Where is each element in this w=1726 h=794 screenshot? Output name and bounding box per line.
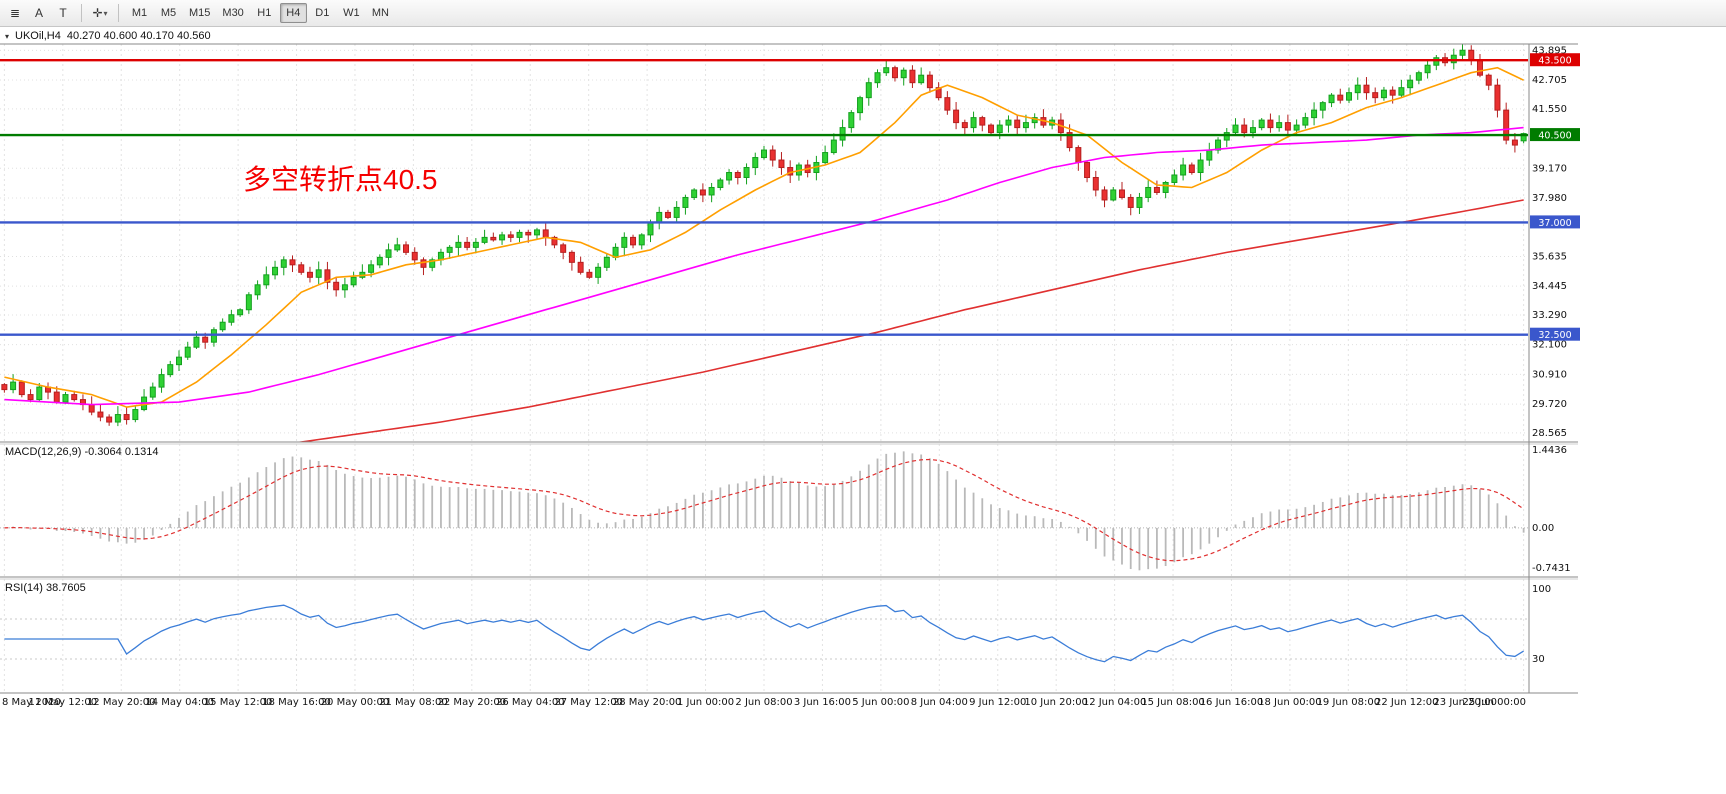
svg-text:28 May 20:00: 28 May 20:00: [613, 697, 682, 708]
svg-text:15 May 12:00: 15 May 12:00: [204, 697, 273, 708]
timeframe-m15[interactable]: M15: [184, 3, 215, 23]
svg-text:12 Jun 04:00: 12 Jun 04:00: [1083, 697, 1147, 708]
svg-text:30: 30: [1532, 654, 1545, 665]
toolbar-separator: [118, 4, 119, 22]
svg-text:3 Jun 16:00: 3 Jun 16:00: [794, 697, 851, 708]
svg-text:43.500: 43.500: [1538, 56, 1571, 67]
chart-window-icon[interactable]: ≣: [4, 3, 26, 24]
svg-text:18 May 16:00: 18 May 16:00: [262, 697, 331, 708]
svg-text:8 May 2020: 8 May 2020: [2, 697, 61, 708]
timeframe-m30[interactable]: M30: [217, 3, 248, 23]
svg-text:12 May 20:00: 12 May 20:00: [87, 697, 156, 708]
svg-text:22 Jun 12:00: 22 Jun 12:00: [1375, 697, 1439, 708]
turning-point-annotation[interactable]: 多空转折点40.5: [243, 164, 438, 195]
svg-text:27 May 12:00: 27 May 12:00: [554, 697, 623, 708]
svg-text:37.980: 37.980: [1532, 193, 1567, 204]
timeframe-m1[interactable]: M1: [126, 3, 153, 23]
macd-label: MACD(12,26,9) -0.3064 0.1314: [5, 446, 159, 458]
svg-text:15 Jun 08:00: 15 Jun 08:00: [1141, 697, 1205, 708]
timeframe-mn[interactable]: MN: [367, 3, 394, 23]
svg-text:8 Jun 04:00: 8 Jun 04:00: [911, 697, 968, 708]
svg-text:32.100: 32.100: [1532, 340, 1567, 351]
toolbar: ≣ A T ✛ ▾ M1 M5 M15 M30 H1 H4 D1 W1 MN: [0, 0, 1726, 27]
toolbar-separator: [81, 4, 82, 22]
timeframe-h1[interactable]: H1: [251, 3, 278, 23]
svg-text:33.290: 33.290: [1532, 310, 1567, 321]
quote-line: ▾ UKOil,H4 40.270 40.600 40.170 40.560: [5, 30, 211, 42]
svg-text:29.720: 29.720: [1532, 399, 1567, 410]
quote-symbol: UKOil,H4: [15, 30, 61, 42]
quote-ohlc: 40.270 40.600 40.170 40.560: [66, 30, 211, 42]
svg-text:11 May 12:00: 11 May 12:00: [29, 697, 98, 708]
svg-text:30.910: 30.910: [1532, 369, 1567, 380]
svg-text:20 May 00:00: 20 May 00:00: [321, 697, 390, 708]
timeframe-w1[interactable]: W1: [338, 3, 365, 23]
svg-text:26 May 04:00: 26 May 04:00: [496, 697, 565, 708]
timeframe-m5[interactable]: M5: [155, 3, 182, 23]
svg-text:1.4436: 1.4436: [1532, 445, 1567, 456]
svg-text:14 May 04:00: 14 May 04:00: [145, 697, 214, 708]
svg-text:16 Jun 16:00: 16 Jun 16:00: [1200, 697, 1264, 708]
svg-text:0.00: 0.00: [1532, 523, 1554, 534]
svg-text:2 Jun 08:00: 2 Jun 08:00: [735, 697, 792, 708]
svg-text:25 Jun 00:00: 25 Jun 00:00: [1462, 697, 1526, 708]
svg-text:18 Jun 00:00: 18 Jun 00:00: [1258, 697, 1322, 708]
svg-text:42.705: 42.705: [1532, 75, 1567, 86]
svg-text:40.500: 40.500: [1538, 131, 1571, 142]
svg-text:28.565: 28.565: [1532, 428, 1567, 439]
timeframe-h4[interactable]: H4: [279, 3, 307, 23]
svg-text:-0.7431: -0.7431: [1532, 563, 1571, 574]
rsi-label: RSI(14) 38.7605: [5, 582, 86, 594]
svg-text:19 Jun 08:00: 19 Jun 08:00: [1317, 697, 1381, 708]
svg-text:34.445: 34.445: [1532, 281, 1567, 292]
svg-text:43.895: 43.895: [1532, 45, 1567, 56]
svg-text:21 May 08:00: 21 May 08:00: [379, 697, 448, 708]
text-tool-icon[interactable]: T: [52, 3, 74, 24]
svg-text:23 Jun 20:00: 23 Jun 20:00: [1433, 697, 1497, 708]
svg-text:22 May 20:00: 22 May 20:00: [438, 697, 507, 708]
svg-text:10 Jun 20:00: 10 Jun 20:00: [1024, 697, 1088, 708]
svg-text:32.500: 32.500: [1538, 330, 1571, 341]
svg-text:37.000: 37.000: [1538, 218, 1571, 229]
svg-text:1 Jun 00:00: 1 Jun 00:00: [677, 697, 734, 708]
svg-text:9 Jun 12:00: 9 Jun 12:00: [969, 697, 1026, 708]
timeframe-d1[interactable]: D1: [309, 3, 336, 23]
svg-text:39.170: 39.170: [1532, 163, 1567, 174]
font-tool-icon[interactable]: A: [28, 3, 50, 24]
svg-text:100: 100: [1532, 584, 1551, 595]
svg-text:35.635: 35.635: [1532, 251, 1567, 262]
cursor-mode-icon[interactable]: ✛ ▾: [89, 3, 111, 24]
svg-text:5 Jun 00:00: 5 Jun 00:00: [852, 697, 909, 708]
price-chart-canvas[interactable]: 43.895 42.705 41.550 39.170 37.980 35.635 34.4…: [0, 27, 1580, 713]
dropdown-caret-icon: ▾: [103, 8, 108, 18]
cursor-glyph-icon: ✛: [92, 6, 103, 20]
quote-expand-icon[interactable]: ▾: [5, 31, 10, 41]
svg-text:41.550: 41.550: [1532, 104, 1567, 115]
